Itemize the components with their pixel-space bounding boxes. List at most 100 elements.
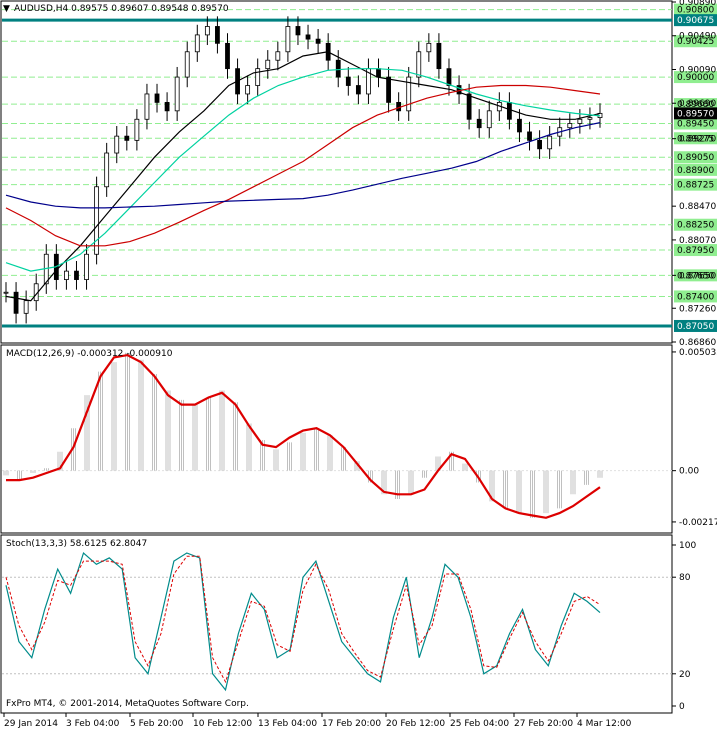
level-label-bg	[674, 117, 717, 130]
price-tick-label: 0.89690	[679, 99, 716, 109]
stoch-main-line	[5, 551, 601, 692]
x-tick-label: 17 Feb 20:00	[322, 719, 381, 729]
candle-body	[345, 76, 351, 86]
candle-body	[64, 270, 69, 280]
candle-body	[94, 186, 100, 255]
moving-average-line	[5, 68, 601, 272]
level-label: 0.89275	[677, 134, 714, 144]
candle-body	[285, 26, 291, 53]
candle-body	[265, 59, 271, 70]
price-tick-label: 0.86860	[679, 338, 716, 348]
x-tick-label: 10 Feb 12:00	[193, 719, 252, 729]
x-tick-label: 4 Mar 12:00	[577, 719, 632, 729]
price-series-group	[5, 51, 601, 302]
candle-body	[547, 135, 553, 150]
level-label-bg	[674, 290, 717, 303]
level-label: 0.87050	[677, 322, 714, 332]
price-axis-group: 0.90890 0.90490 0.90090 0.89690 0.89270 0.884…	[672, 0, 717, 348]
candle-body	[396, 101, 402, 112]
x-tick-label: 3 Feb 04:00	[66, 719, 120, 729]
level-label: 0.90000	[677, 73, 714, 83]
candle-body	[194, 34, 200, 53]
candle-body	[275, 51, 281, 61]
candle-body	[13, 291, 19, 314]
x-tick-label: 25 Feb 04:00	[450, 719, 509, 729]
candle-body	[245, 85, 251, 95]
price-panel-frame	[0, 0, 673, 344]
candle-body	[376, 68, 381, 78]
stoch-signal-line	[5, 555, 601, 684]
candle-body	[84, 253, 89, 280]
candle-body	[164, 101, 170, 112]
macd-signal-line	[6, 353, 601, 519]
candle-body	[3, 291, 9, 294]
stoch-group: 100 80 20 0	[2, 541, 696, 712]
price-tick-label: 0.87260	[679, 304, 716, 314]
level-label: 0.88250	[677, 221, 714, 231]
candle-body	[386, 76, 391, 103]
candle-body	[587, 117, 593, 120]
level-label-bg	[674, 269, 717, 282]
candle-body	[104, 152, 110, 188]
candle-body	[174, 76, 180, 112]
level-label: 0.87950	[677, 246, 714, 256]
stoch-tick-label: 20	[679, 670, 691, 680]
candle-body	[154, 93, 160, 103]
stoch-tick-label: 0	[679, 702, 685, 712]
candle-body	[315, 38, 321, 44]
macd-tick-label: -0.002173	[679, 518, 717, 528]
level-label: 0.89450	[677, 119, 714, 129]
moving-average-line	[5, 84, 601, 247]
candle-body	[225, 42, 230, 70]
x-tick-label: 27 Feb 20:00	[514, 719, 573, 729]
level-label-bg	[674, 218, 717, 231]
candle-body	[74, 270, 79, 280]
candle-body	[124, 135, 130, 141]
candle-body	[527, 131, 532, 141]
candle-body	[335, 59, 341, 78]
level-label: 0.88725	[677, 181, 714, 191]
candle-body	[577, 118, 583, 124]
candle-body	[255, 68, 261, 86]
level-label-bg	[674, 71, 717, 84]
candle-body	[517, 118, 522, 133]
current-price-label: 0.89570	[677, 109, 714, 119]
candle-body	[486, 110, 492, 129]
x-axis-group: 29 Jan 2014 3 Feb 04:00 5 Feb 20:00 10 Feb …	[3, 713, 632, 729]
price-tick-label: 0.90090	[679, 65, 716, 75]
price-tick-label: 0.90890	[679, 0, 716, 8]
macd-tick-label: 0.00	[679, 467, 699, 477]
stoch-tick-label: 100	[679, 541, 696, 551]
price-tick-label: 0.88070	[679, 236, 716, 246]
candle-body	[567, 123, 573, 129]
level-label: 0.88900	[677, 166, 714, 176]
level-label-bg	[674, 178, 717, 191]
price-tick-label: 0.90490	[679, 32, 716, 42]
level-label-bg	[674, 244, 717, 257]
copyright-footer: FxPro MT4, © 2001-2014, MetaQuotes Softw…	[6, 699, 249, 709]
macd-group: 0.005033 0.00 -0.002173	[2, 348, 717, 528]
moving-average-line	[5, 122, 601, 209]
level-label-bg	[674, 319, 717, 332]
stoch-title: Stoch(13,3,3) 58.6125 62.8047	[6, 539, 147, 549]
price-tick-label: 0.89270	[679, 135, 716, 145]
candle-body	[416, 51, 422, 78]
candle-body	[506, 101, 512, 120]
indicator-marker: ▼	[3, 4, 10, 14]
x-tick-label: 13 Feb 04:00	[258, 719, 317, 729]
candle-body	[406, 76, 412, 112]
moving-average-line	[5, 51, 601, 302]
level-label-bg	[674, 3, 717, 16]
candle-body	[446, 68, 452, 86]
candle-body	[426, 42, 432, 53]
current-price-bg	[674, 107, 717, 120]
candle-body	[476, 118, 482, 129]
candle-body	[537, 139, 542, 150]
level-label: 0.90800	[677, 6, 714, 16]
candle-body	[204, 26, 210, 36]
x-tick-label: 5 Feb 20:00	[130, 719, 184, 729]
price-chart-title: AUDUSD,H4 0.89575 0.89607 0.89548 0.8957…	[14, 4, 229, 14]
candle-body	[436, 42, 442, 70]
